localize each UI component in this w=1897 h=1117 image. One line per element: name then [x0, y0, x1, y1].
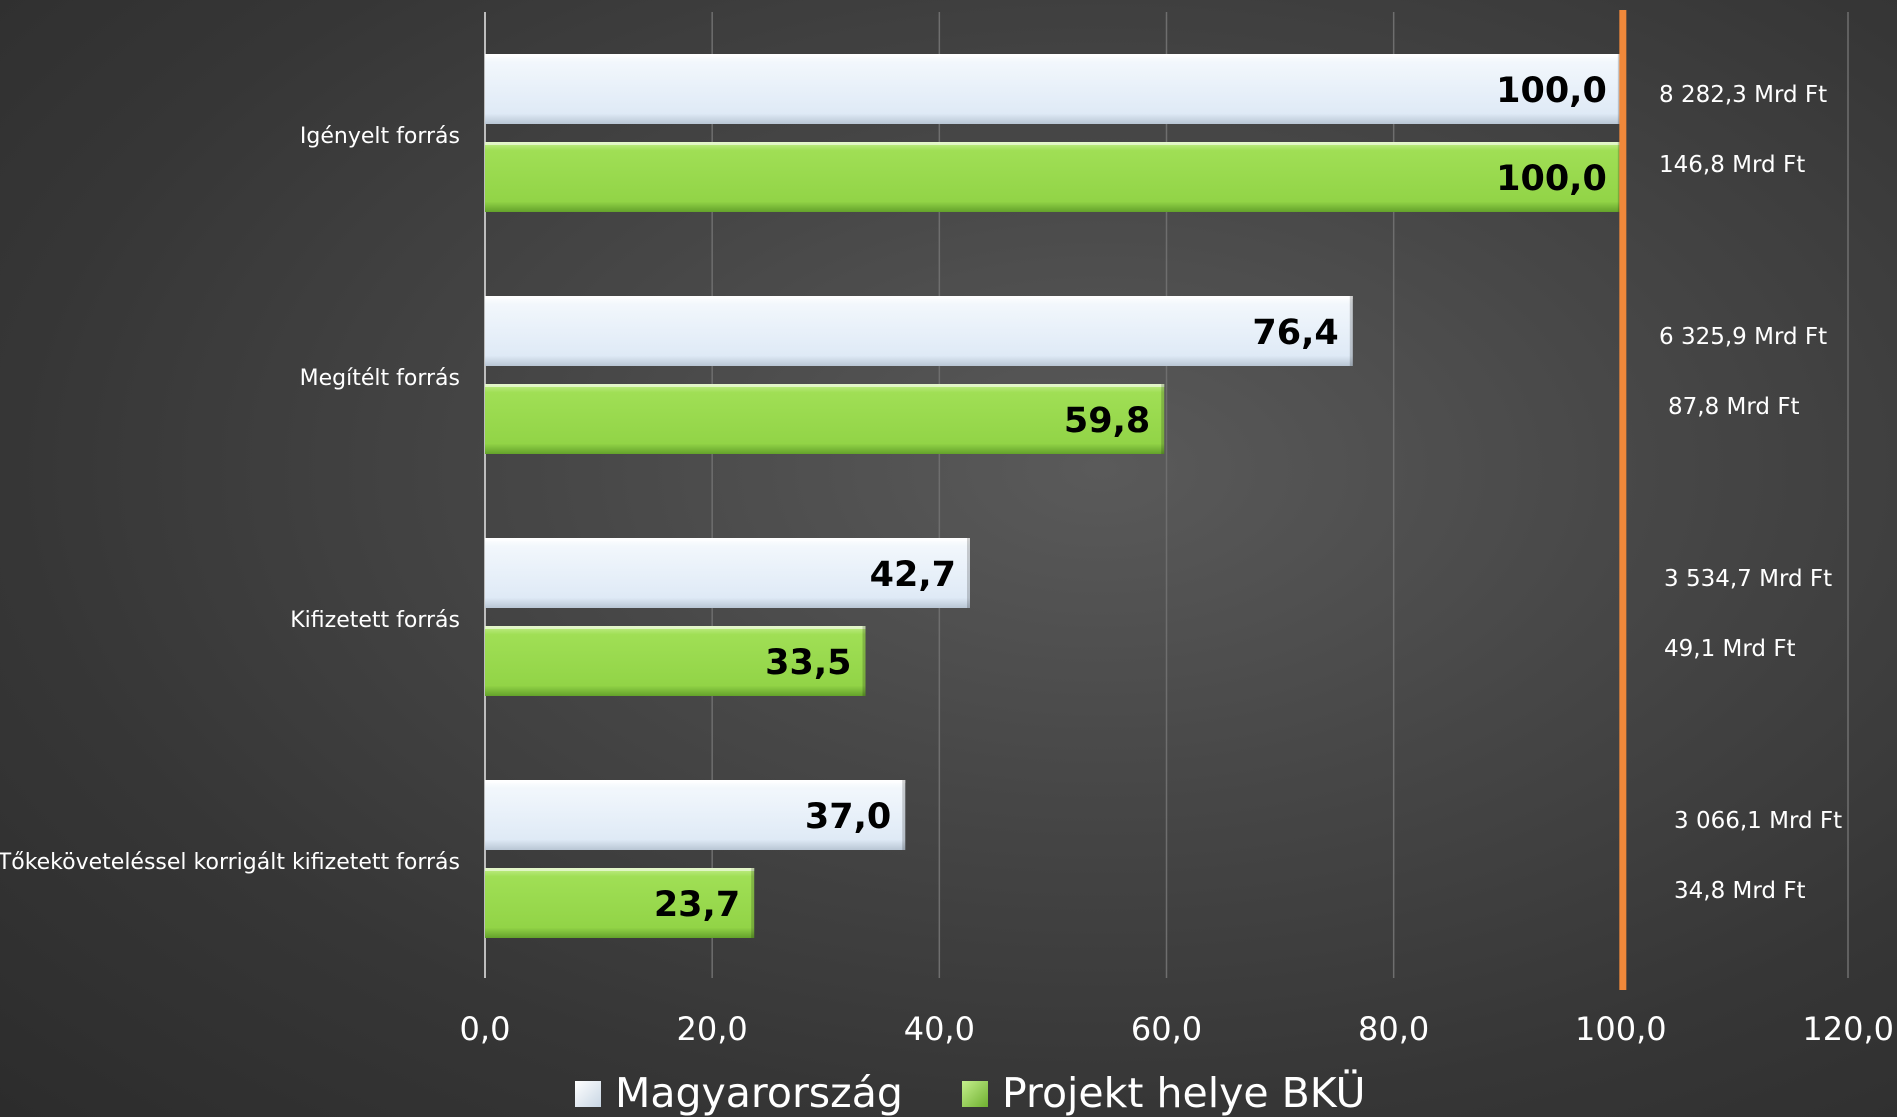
bar-edge [902, 780, 906, 850]
bar-highlight [485, 780, 906, 783]
side-label: 3 534,7 Mrd Ft [1664, 566, 1832, 592]
side-label: 146,8 Mrd Ft [1659, 152, 1805, 178]
side-label: 3 066,1 Mrd Ft [1674, 808, 1842, 834]
category-label: Tőkeköveteléssel korrigált kifizetett fo… [0, 850, 460, 875]
bar [485, 384, 1165, 454]
bar [485, 538, 971, 608]
side-label: 87,8 Mrd Ft [1668, 394, 1800, 420]
legend-label: Projekt helye BKÜ [1002, 1069, 1366, 1117]
category-label: Igényelt forrás [300, 124, 460, 149]
x-tick-label: 0,0 [460, 1010, 511, 1048]
bar-edge [967, 538, 971, 608]
bar-highlight [485, 296, 1353, 299]
side-label: 6 325,9 Mrd Ft [1659, 324, 1827, 350]
data-label: 59,8 [1064, 401, 1150, 441]
data-label: 23,7 [654, 885, 740, 925]
bar-highlight [485, 868, 755, 871]
bar-highlight [485, 626, 866, 629]
side-label: 34,8 Mrd Ft [1674, 878, 1806, 904]
bar [485, 54, 1621, 124]
legend-label: Magyarország [615, 1069, 903, 1117]
legend-swatch [962, 1081, 988, 1107]
bar-highlight [485, 142, 1621, 145]
bar-edge [862, 626, 866, 696]
data-label: 42,7 [870, 555, 956, 595]
bar-edge [751, 868, 755, 938]
legend-swatch [575, 1081, 601, 1107]
x-tick-label: 40,0 [904, 1010, 975, 1048]
bar-highlight [485, 538, 971, 541]
bar [485, 626, 866, 696]
data-label: 100,0 [1496, 71, 1607, 111]
x-tick-label: 80,0 [1358, 1010, 1429, 1048]
bar [485, 780, 906, 850]
bar-highlight [485, 384, 1165, 387]
data-label: 33,5 [765, 643, 851, 683]
x-tick-label: 20,0 [677, 1010, 748, 1048]
bar-edge [1161, 384, 1165, 454]
bars [485, 10, 1627, 990]
labels: 0,0 20,0 40,0 60,0 80,0 100,0 120,0 Igényelt fo… [0, 71, 1894, 1048]
category-label: Kifizetett forrás [290, 608, 460, 633]
data-label: 100,0 [1496, 159, 1607, 199]
bar [485, 868, 755, 938]
x-tick-label: 60,0 [1131, 1010, 1202, 1048]
bar-highlight [485, 54, 1621, 57]
x-tick-label: 100,0 [1575, 1010, 1667, 1048]
side-label: 49,1 Mrd Ft [1664, 636, 1796, 662]
bar [485, 296, 1353, 366]
bar [485, 142, 1621, 212]
bar-edge [1349, 296, 1353, 366]
legend: Magyarország Projekt helye BKÜ [575, 1069, 1366, 1117]
data-label: 37,0 [805, 797, 891, 837]
x-tick-label: 120,0 [1802, 1010, 1894, 1048]
data-label: 76,4 [1252, 313, 1338, 353]
side-label: 8 282,3 Mrd Ft [1659, 82, 1827, 108]
category-label: Megítélt forrás [300, 366, 460, 391]
